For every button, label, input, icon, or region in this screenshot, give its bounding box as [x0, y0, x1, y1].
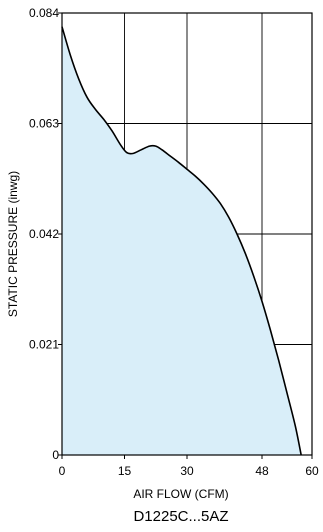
y-tick-label: 0 — [52, 448, 59, 462]
y-tick-label: 0.084 — [29, 6, 59, 20]
x-tick-label: 60 — [305, 464, 319, 478]
x-tick-label: 48 — [255, 464, 269, 478]
x-tick-label: 30 — [180, 464, 194, 478]
y-tick-label: 0.021 — [29, 338, 59, 352]
x-axis-ticks: 0 15 30 48 60 — [59, 455, 319, 478]
x-tick-label: 15 — [118, 464, 132, 478]
model-caption: D1225C...5AZ — [133, 508, 228, 525]
y-axis-label: STATIC PRESSURE (inwg) — [6, 171, 20, 317]
y-axis-ticks: 0 0.021 0.042 0.063 0.084 — [29, 6, 62, 462]
y-tick-label: 0.063 — [29, 117, 59, 131]
x-axis-label: AIR FLOW (CFM) — [133, 487, 228, 501]
x-tick-label: 0 — [59, 464, 66, 478]
series-line — [61, 26, 302, 456]
y-tick-label: 0.042 — [29, 227, 59, 241]
series-area-fill — [62, 26, 302, 456]
